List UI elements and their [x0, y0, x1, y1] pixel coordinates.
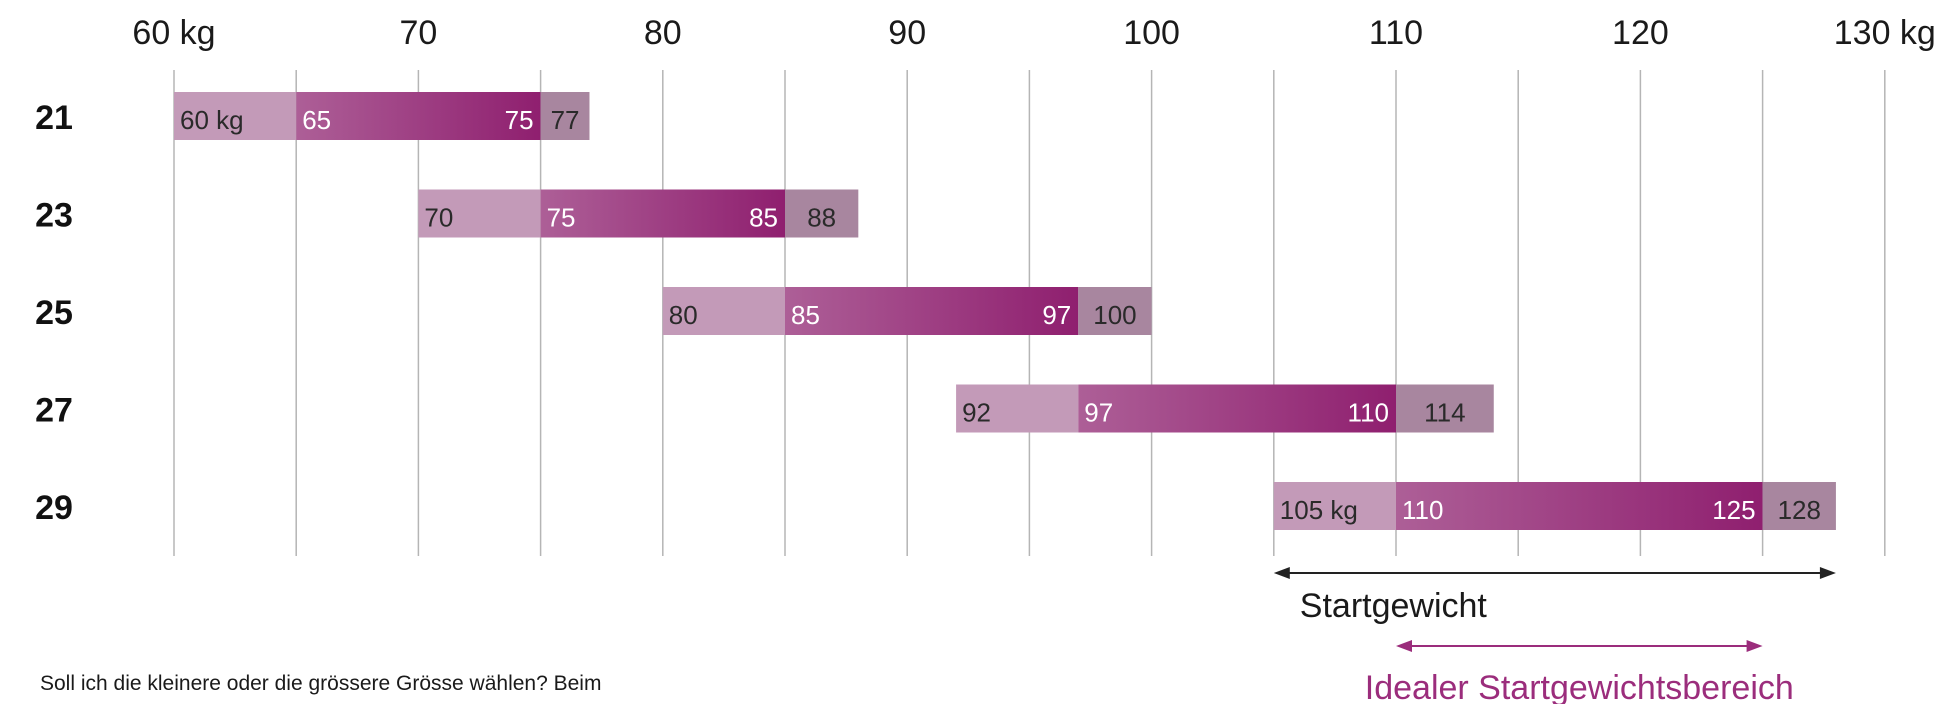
startgewicht-label: Startgewicht [1300, 587, 1488, 625]
x-tick-label: 70 [399, 14, 437, 52]
bar-lower-range [956, 384, 1079, 433]
bar-ideal-range [540, 189, 785, 238]
x-tick-label: 120 [1612, 14, 1669, 52]
bar-label-start: 70 [424, 203, 453, 233]
bar-label-ideal-start: 110 [1402, 495, 1443, 525]
bar-label-ideal-end: 110 [1348, 398, 1389, 428]
bar-label-ideal-start: 75 [547, 203, 576, 233]
bar-label-start: 92 [962, 398, 991, 428]
row-label: 21 [35, 99, 73, 137]
bar-upper-range [540, 92, 590, 140]
bar-label-start: 60 kg [180, 105, 244, 135]
bar-upper-range [1078, 287, 1152, 335]
x-tick-label: 80 [644, 14, 682, 52]
bar-upper-range [785, 189, 859, 238]
bar-label-end: 88 [807, 203, 836, 233]
bar-upper-range [1762, 482, 1836, 530]
bar-label-ideal-end: 75 [505, 105, 534, 135]
bar-ideal-range [785, 287, 1079, 335]
bar-ideal-range [1396, 482, 1763, 530]
row-label: 27 [35, 392, 73, 430]
bar-label-ideal-end: 125 [1712, 495, 1755, 525]
size-row-29: 29 105 kg 110 125 128 [35, 482, 1836, 530]
bar-lower-range [174, 92, 297, 140]
x-tick-label: 60 kg [132, 14, 215, 52]
x-tick-label: 90 [888, 14, 926, 52]
row-label: 29 [35, 489, 73, 527]
footnote-text: Soll ich die kleinere oder die grössere … [40, 672, 602, 695]
row-label: 25 [35, 294, 73, 332]
x-tick-label: 110 [1369, 14, 1423, 52]
x-axis-tick-labels: 60 kg 70 80 90 100 110 120 130 kg [132, 14, 1935, 52]
size-row-27: 27 92 97 110 114 [35, 384, 1494, 433]
size-row-21: 21 60 kg 65 75 77 [35, 92, 590, 140]
bar-label-end: 128 [1778, 495, 1821, 525]
bar-lower-range [662, 287, 785, 335]
bar-label-ideal-start: 85 [791, 300, 820, 330]
startgewicht-arrow-head-left [1273, 567, 1290, 579]
ideal-range-arrow-head-left [1396, 640, 1412, 652]
row-label: 23 [35, 197, 73, 235]
size-row-23: 23 70 75 85 88 [35, 189, 859, 238]
x-tick-label: 130 kg [1834, 14, 1936, 52]
bar-label-ideal-end: 97 [1042, 300, 1071, 330]
bar-ideal-range [1078, 384, 1396, 433]
bar-lower-range [1273, 482, 1396, 530]
legend: Startgewicht Idealer Startgewichtsbereich [1273, 567, 1836, 704]
x-tick-label: 100 [1123, 14, 1180, 52]
bar-label-start: 105 kg [1280, 495, 1358, 525]
bar-label-end: 100 [1093, 300, 1136, 330]
bar-upper-range [1396, 384, 1494, 433]
bar-label-start: 80 [669, 300, 698, 330]
bar-label-ideal-end: 85 [749, 203, 778, 233]
startgewicht-arrow [1273, 567, 1836, 579]
bar-ideal-range [296, 92, 541, 140]
bar-label-end: 77 [551, 105, 580, 135]
ideal-range-label: Idealer Startgewichtsbereich [1365, 669, 1794, 704]
startgewicht-arrow-head-right [1819, 567, 1836, 579]
bar-label-ideal-start: 97 [1084, 398, 1113, 428]
bar-label-end: 114 [1424, 398, 1465, 428]
size-rows: 21 60 kg 65 75 77 23 70 75 85 88 25 80 85 97 100 27 92 97… [35, 92, 1836, 530]
ideal-range-arrow [1396, 640, 1763, 652]
bar-lower-range [418, 189, 541, 238]
bar-label-ideal-start: 65 [302, 105, 331, 135]
size-row-25: 25 80 85 97 100 [35, 287, 1152, 335]
ideal-range-arrow-head-right [1746, 640, 1763, 652]
